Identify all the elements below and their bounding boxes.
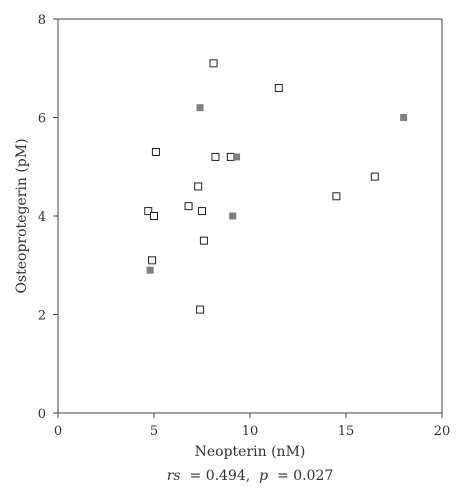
- x-tick-label: 0: [54, 424, 62, 439]
- open-square-point: [211, 152, 220, 161]
- correlation-annotation: rs = 0.494, p = 0.027: [167, 468, 334, 484]
- plot-frame: [57, 18, 443, 414]
- y-tick-label: 2: [38, 309, 46, 324]
- open-square-point: [274, 83, 283, 92]
- filled-square-point: [146, 266, 154, 274]
- p-value: = 0.027: [273, 468, 334, 484]
- x-tick-label: 15: [338, 424, 355, 439]
- open-square-point: [199, 236, 208, 245]
- open-square-point: [198, 207, 206, 216]
- filled-square-point: [196, 104, 204, 112]
- rs-symbol: rs: [167, 468, 181, 484]
- open-square-point: [332, 192, 341, 201]
- y-tick-label: 6: [38, 112, 46, 127]
- filled-square-point: [229, 212, 237, 220]
- x-axis-ticks: 0 5 10 15 20: [54, 413, 450, 439]
- open-square-point: [194, 182, 203, 191]
- y-tick-label: 0: [38, 407, 46, 422]
- x-axis-title: Neopterin (nM): [195, 444, 306, 460]
- open-square-point: [184, 202, 193, 211]
- open-square-point: [196, 305, 205, 314]
- open-square-point: [148, 256, 157, 265]
- open-square-point: [144, 207, 153, 216]
- y-axis-ticks: 0 2 4 6 8: [38, 13, 58, 422]
- data-points: [144, 59, 408, 314]
- open-square-point: [209, 59, 218, 68]
- open-square-point: [151, 147, 160, 156]
- open-square-point: [370, 172, 379, 181]
- rs-value: = 0.494,: [185, 468, 255, 484]
- y-tick-label: 8: [38, 13, 46, 28]
- open-square-point: [150, 212, 158, 220]
- y-axis-title: Osteoprotegerin (pM): [14, 138, 30, 293]
- p-symbol: p: [259, 468, 268, 484]
- x-tick-label: 20: [434, 424, 451, 439]
- x-tick-label: 10: [242, 424, 259, 439]
- y-tick-label: 4: [38, 210, 46, 225]
- filled-square-point: [400, 114, 408, 121]
- filled-square-point: [233, 153, 241, 161]
- x-tick-label: 5: [150, 424, 158, 439]
